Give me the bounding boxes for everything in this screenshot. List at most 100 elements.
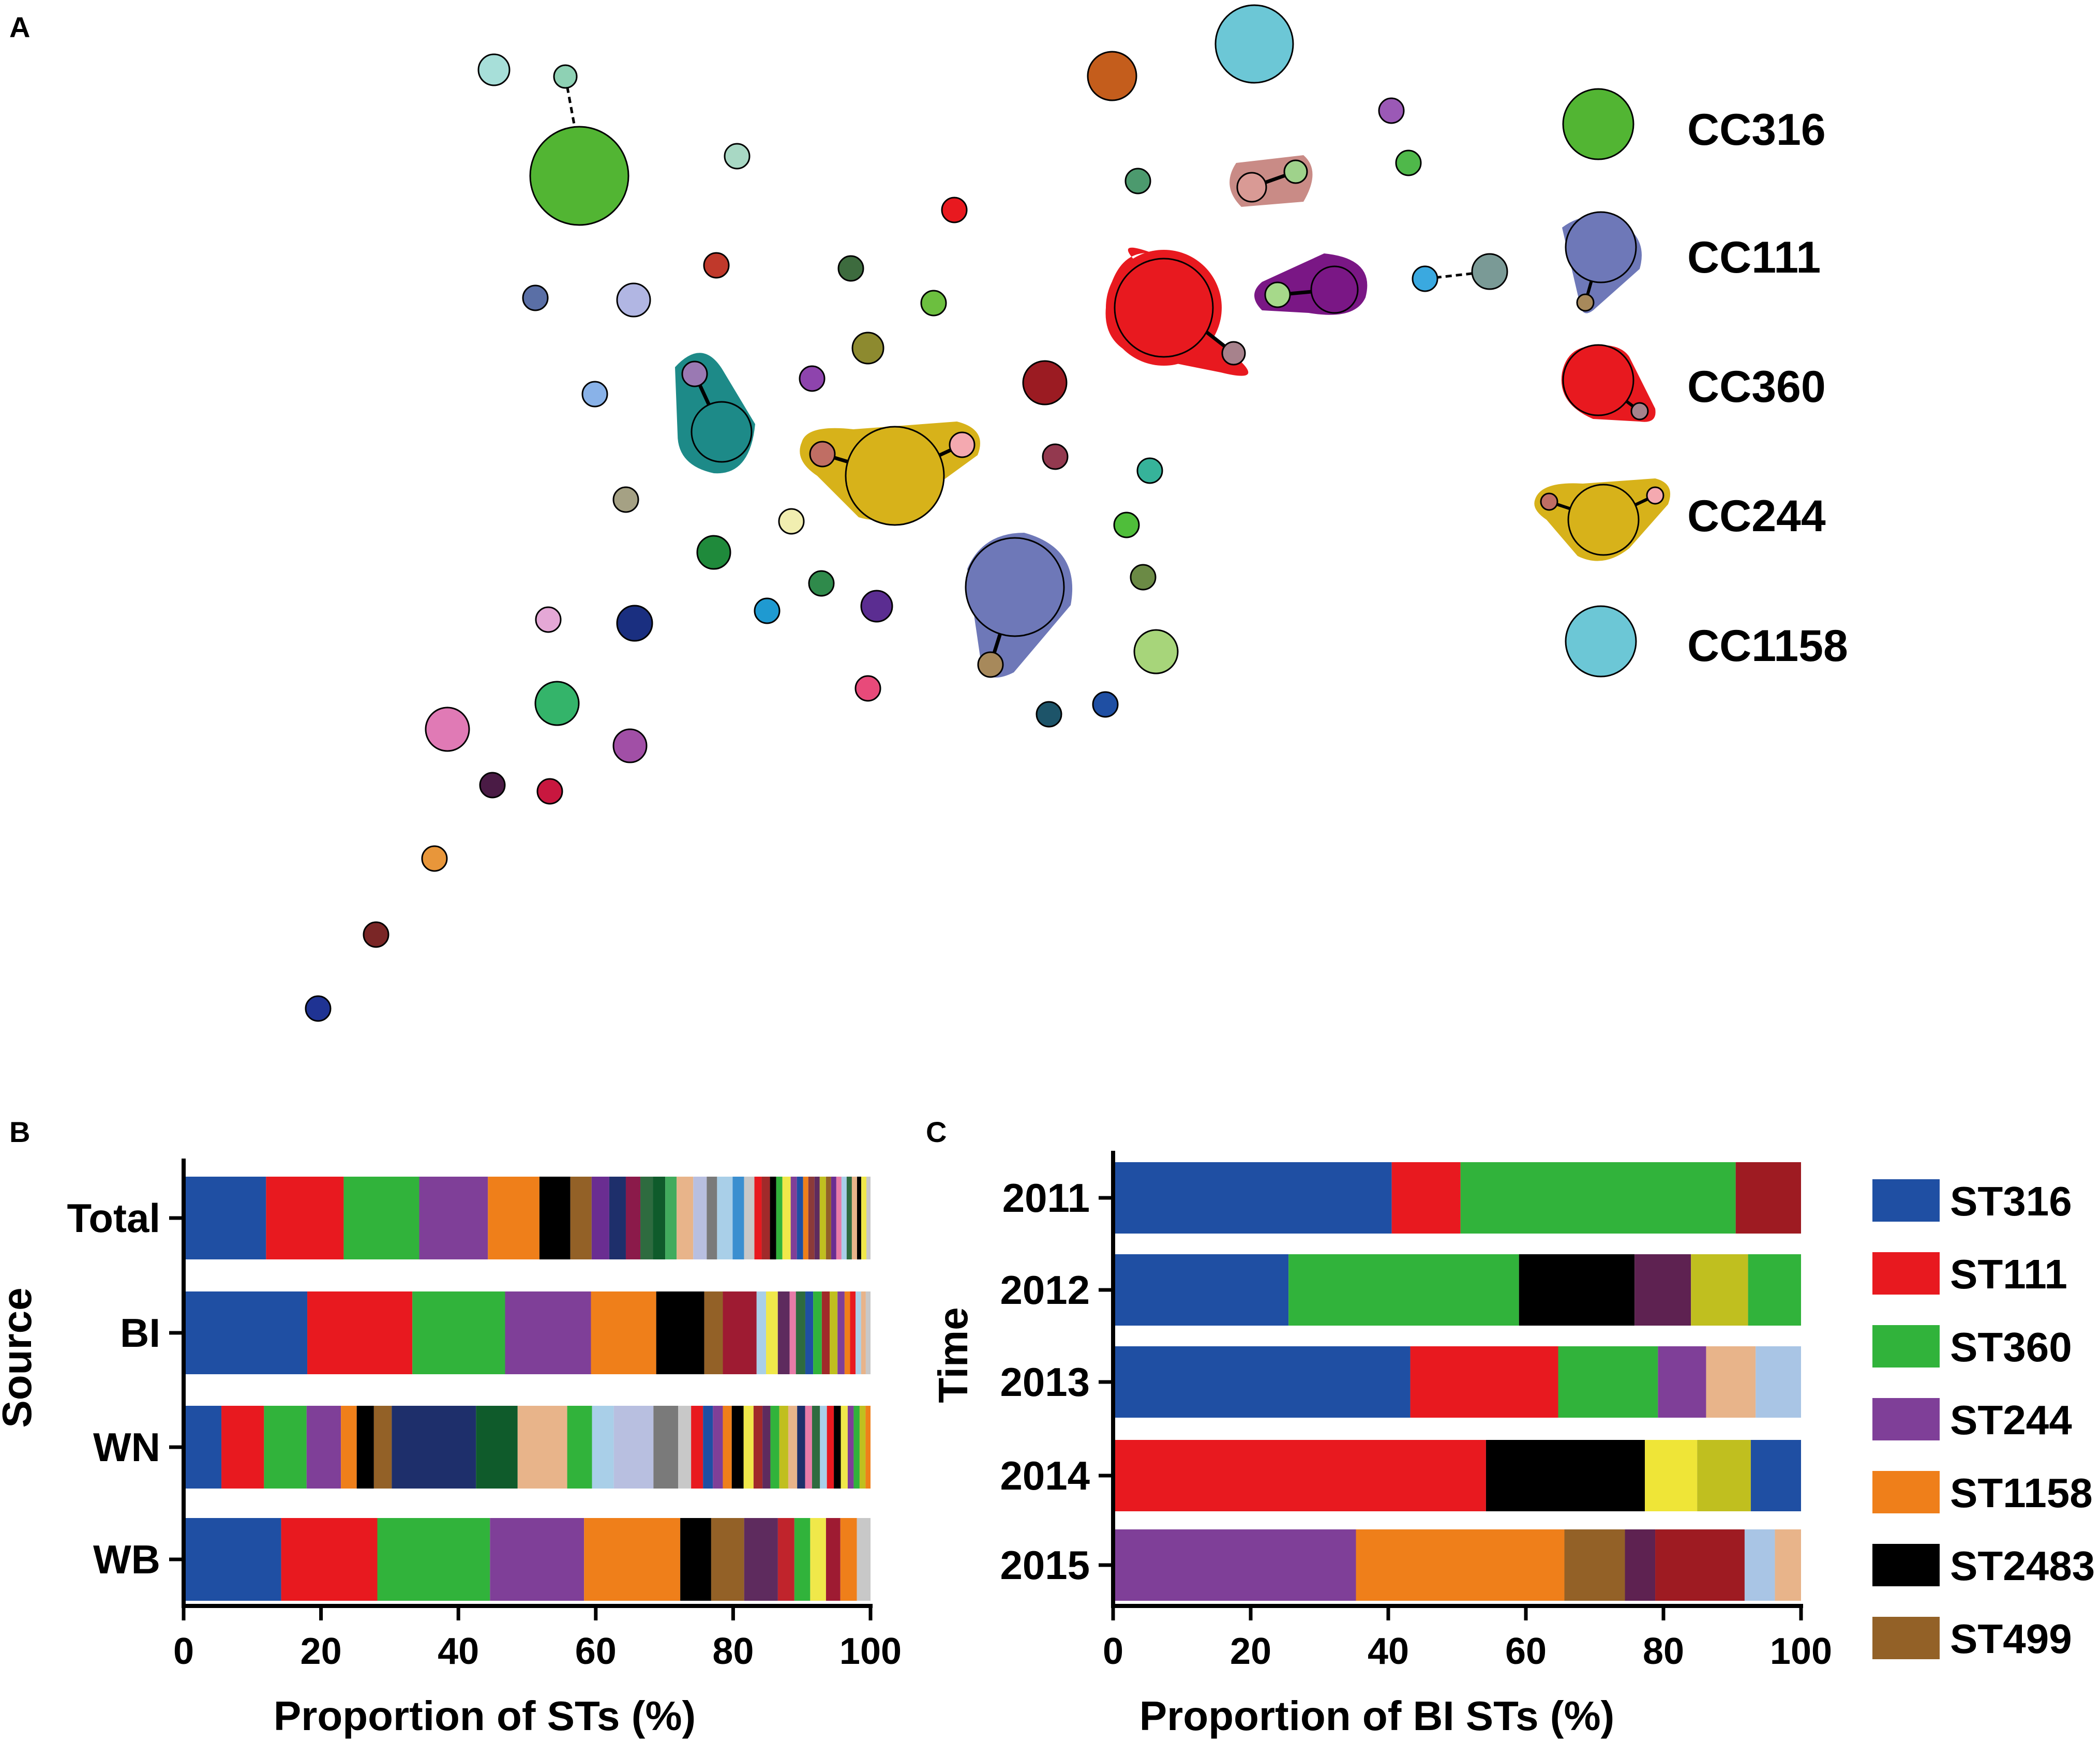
legend-swatch-st111: [1872, 1252, 1940, 1295]
st-node: [425, 707, 470, 752]
bar-segment-other: [392, 1406, 476, 1489]
bar-segment-other: [834, 1406, 841, 1489]
st-node: [703, 252, 730, 279]
bar-segment-st316: [184, 1518, 281, 1601]
bar-segment-other: [732, 1177, 744, 1259]
bar-segment-st316: [184, 1177, 266, 1259]
legend-label-st316: ST316: [1950, 1178, 2072, 1224]
legend-swatch-st2483: [1872, 1544, 1940, 1586]
bar-segment-other: [754, 1177, 762, 1259]
bar-segment-st1158: [1356, 1529, 1565, 1601]
bar-segment-other: [859, 1406, 866, 1489]
bar-segment-other: [803, 1177, 808, 1259]
bar-segment-other: [846, 1177, 852, 1259]
st-node: [837, 255, 864, 282]
cc-hull-cc244: [800, 422, 980, 526]
chart-c-category-label: 2014: [1000, 1453, 1090, 1498]
bar-segment-other: [1625, 1529, 1656, 1601]
bar-segment-other: [1697, 1440, 1751, 1511]
st-node-cc1158: [1214, 4, 1294, 84]
st-node: [691, 401, 753, 463]
st-node: [1042, 443, 1069, 470]
bar-segment-st2483: [656, 1291, 704, 1374]
bar-segment-other: [691, 1406, 703, 1489]
bar-segment-other: [761, 1177, 770, 1259]
x-tick-label: 80: [712, 1631, 754, 1672]
bar-segment-st244: [419, 1177, 488, 1259]
bar-segment-other: [865, 1406, 871, 1489]
bar-segment-other: [820, 1406, 827, 1489]
st-node: [1022, 360, 1068, 405]
st-node: [681, 360, 708, 387]
bar-segment-st360: [1558, 1346, 1658, 1418]
bar-segment-other: [677, 1177, 694, 1259]
bar-segment-other: [693, 1177, 707, 1259]
bar-segment-other: [819, 1177, 826, 1259]
bar-segment-other: [1691, 1254, 1748, 1326]
chart-c: 2011 2012 2013 2014 2015 0 20 40 60 80 100: [1000, 1151, 1832, 1672]
bar-segment-other: [567, 1406, 592, 1489]
st-node: [536, 778, 563, 805]
chart-b-category-label: WB: [93, 1537, 160, 1582]
bar-segment-other: [841, 1406, 848, 1489]
legend-swatch-st244: [1872, 1398, 1940, 1440]
st-node: [535, 606, 562, 633]
st-node-cc360: [1114, 258, 1214, 358]
bar-segment-other: [753, 1406, 763, 1489]
legend-node-cc1158: [1565, 605, 1637, 678]
bar-segment-other: [797, 1177, 803, 1259]
bar-segment-other: [788, 1406, 798, 1489]
bar-segment-other: [744, 1177, 755, 1259]
chart-b-x-axis-label: Proportion of STs (%): [274, 1693, 696, 1739]
bar-segment-st360: [1748, 1254, 1801, 1326]
bar-segment-other: [808, 1177, 815, 1259]
bar-segment-st360: [1460, 1162, 1736, 1234]
bar-segment-st316: [184, 1406, 222, 1489]
st-node: [808, 570, 835, 597]
bar-segment-other: [665, 1177, 677, 1259]
bar-segment-st360: [1288, 1254, 1519, 1326]
bar-segment-other: [861, 1177, 866, 1259]
st-node: [421, 845, 448, 872]
legend-node-cc111: [1562, 211, 1642, 313]
bar-segment-st499: [373, 1406, 392, 1489]
st-node: [1221, 341, 1246, 366]
x-tick-label: 60: [575, 1631, 617, 1672]
x-tick-label: 100: [1770, 1631, 1832, 1672]
st-node-cc244: [845, 426, 945, 526]
bar-segment-other: [653, 1406, 679, 1489]
st-node: [553, 64, 578, 89]
bar-segment-st316: [1113, 1254, 1289, 1326]
st-node: [616, 282, 651, 318]
chart-c-x-axis-label: Proportion of BI STs (%): [1139, 1693, 1614, 1739]
st-node-cc316: [529, 126, 629, 226]
st-node: [522, 284, 549, 311]
bar-segment-st1158: [584, 1518, 681, 1601]
legend-swatch-st499: [1872, 1617, 1940, 1659]
bar-segment-st244: [505, 1291, 591, 1374]
bar-segment-other: [1775, 1529, 1801, 1601]
network-link: [564, 76, 576, 125]
st-node: [1124, 168, 1151, 194]
legend-label-cc316: CC316: [1687, 105, 1826, 155]
chart-b: Total BI WN WB 0 20 40 60 80 100: [67, 1159, 902, 1672]
st-node: [1113, 512, 1140, 538]
st-node: [1264, 281, 1291, 308]
st-node: [1036, 701, 1062, 728]
bar-segment-other: [717, 1177, 733, 1259]
bar-segment-st111: [1113, 1440, 1486, 1511]
st-node-cc111: [965, 537, 1065, 637]
st-node: [1283, 159, 1308, 184]
bar-segment-other: [794, 1518, 811, 1601]
bar-segment-st360: [412, 1291, 505, 1374]
bar-segment-other: [851, 1177, 857, 1259]
bar-segment-other: [866, 1177, 871, 1259]
bar-segment-other: [592, 1406, 614, 1489]
bar-segment-other: [821, 1291, 830, 1374]
x-tick-label: 20: [301, 1631, 342, 1672]
bar-segment-other: [770, 1177, 776, 1259]
bar-segment-other: [850, 1291, 856, 1374]
bar-segment-st2483: [1486, 1440, 1645, 1511]
st-node: [616, 605, 653, 642]
bar-segment-other: [831, 1177, 836, 1259]
